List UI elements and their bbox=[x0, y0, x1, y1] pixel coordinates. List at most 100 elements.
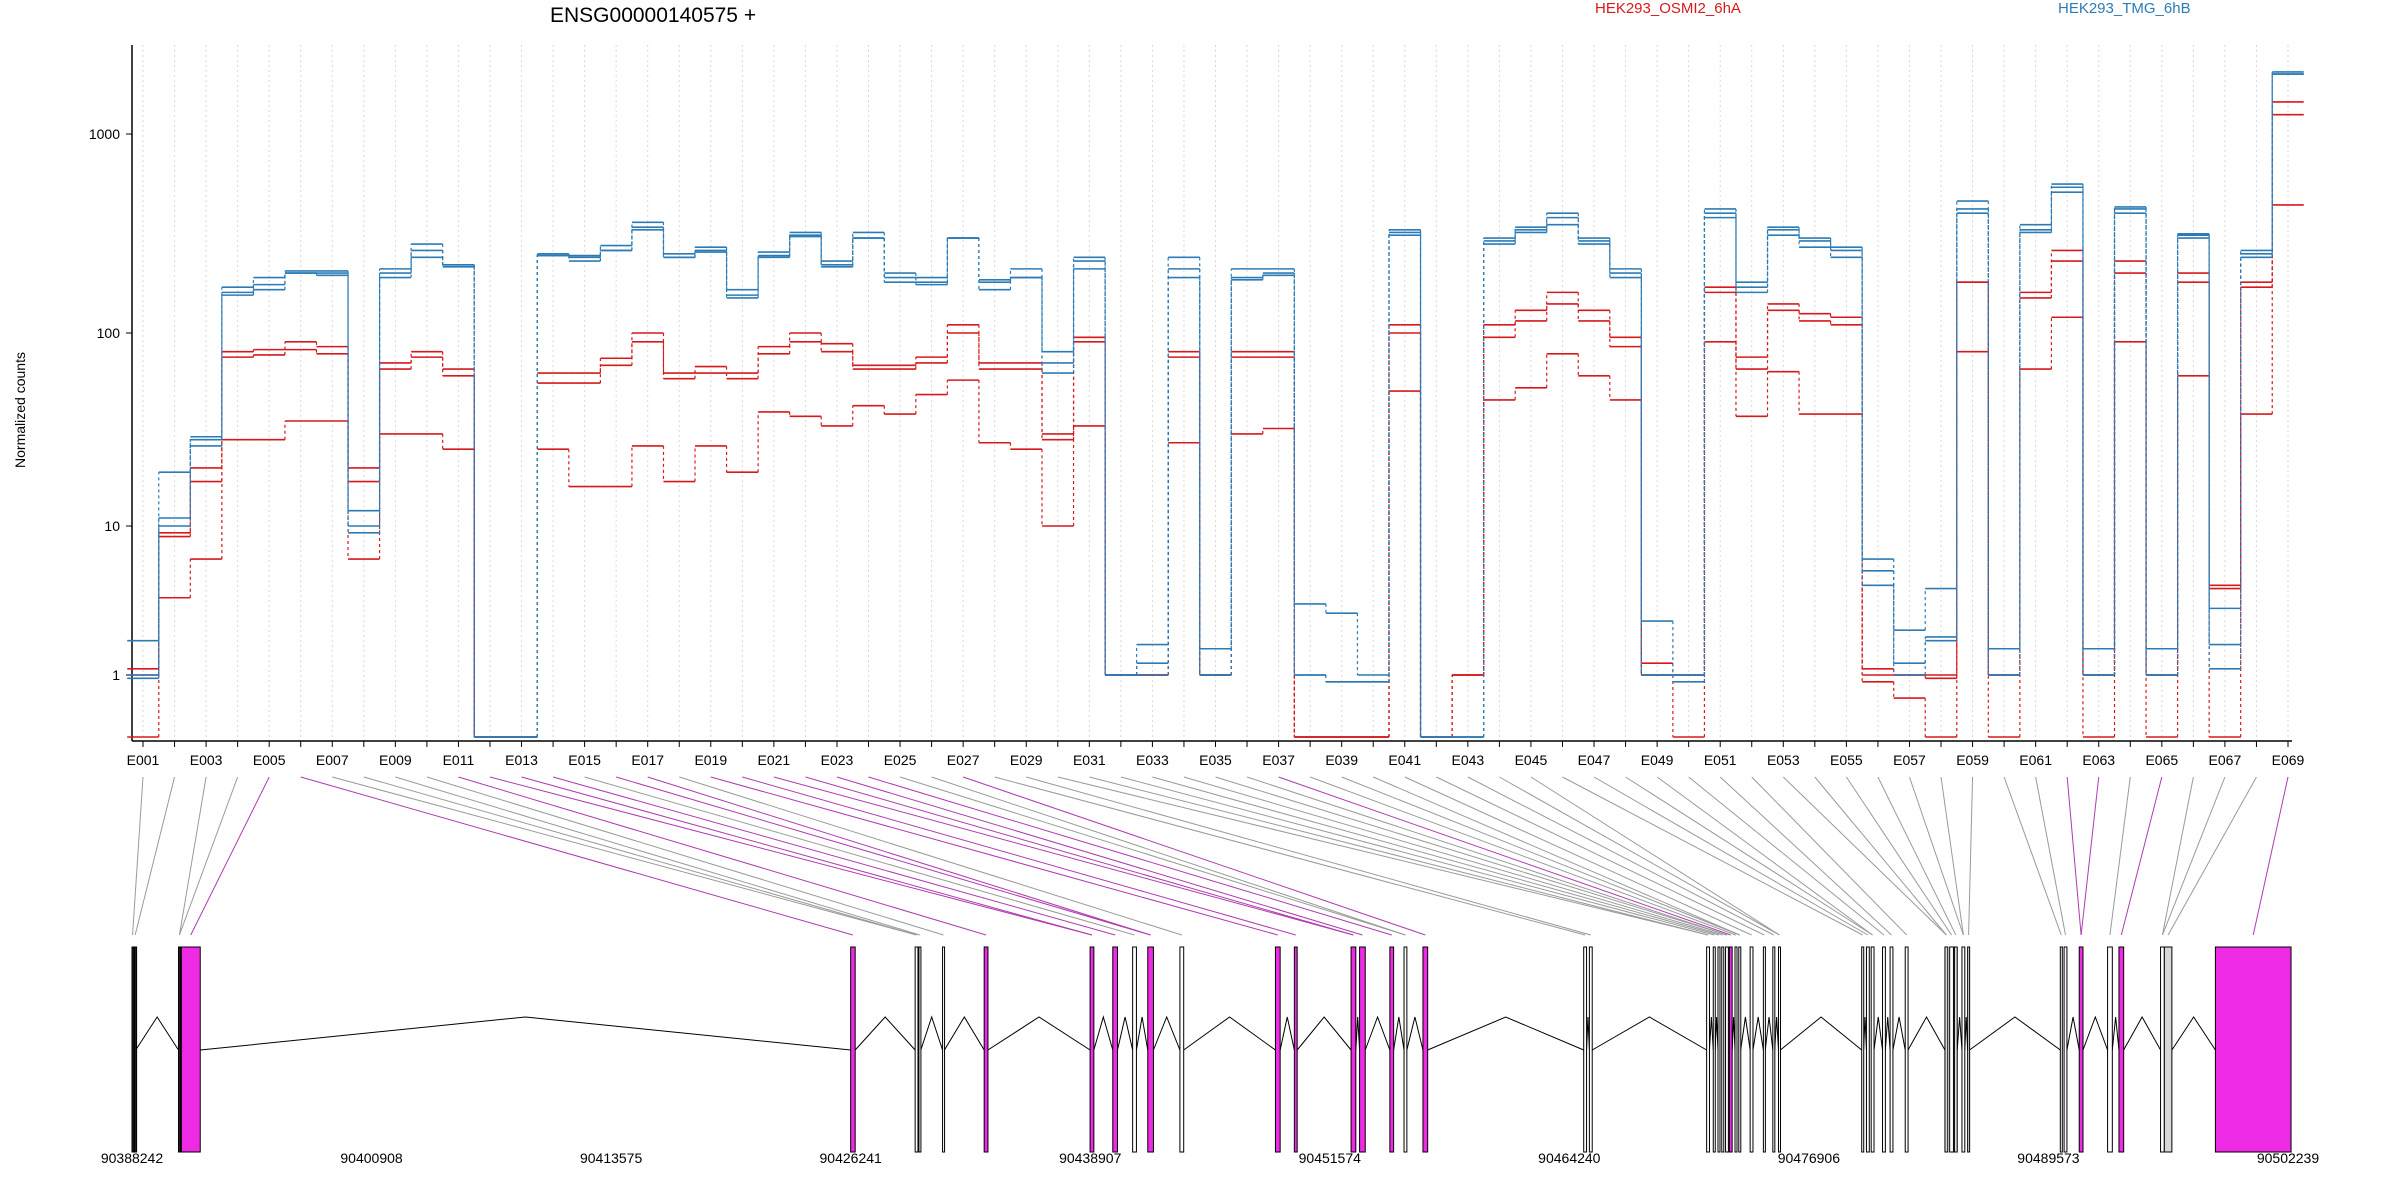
axes: 1 10 100 1000 E001 E003 E005 E007 E009 E011 E013 E0… bbox=[89, 45, 2305, 768]
x-tick-label: E027 bbox=[947, 752, 980, 768]
x-tick-label: E019 bbox=[694, 752, 727, 768]
exon-connector bbox=[868, 776, 1392, 936]
exon-connector bbox=[1656, 776, 1873, 936]
exon-connector bbox=[178, 776, 207, 936]
genomic-tick-label: 90438907 bbox=[1059, 1150, 1122, 1166]
exon-connector bbox=[1940, 776, 1964, 936]
intron-line bbox=[1780, 1016, 1863, 1051]
exon-box bbox=[1762, 946, 1766, 1153]
exon-connector bbox=[931, 776, 1406, 936]
intron-line bbox=[1406, 1016, 1424, 1051]
exon-box bbox=[2163, 946, 2173, 1153]
intron-line bbox=[1183, 1016, 1276, 1051]
intron-line bbox=[1427, 1016, 1584, 1051]
exon-connector bbox=[1467, 776, 1775, 936]
x-tick-label: E033 bbox=[1136, 752, 1169, 768]
exon-box bbox=[1749, 946, 1754, 1153]
genomic-tick-label: 90451574 bbox=[1299, 1150, 1362, 1166]
intron-line bbox=[2111, 1016, 2120, 1051]
series-lines bbox=[127, 71, 2304, 738]
exon-box bbox=[1717, 946, 1721, 1153]
genomic-tick-label: 90489573 bbox=[2017, 1150, 2080, 1166]
exon-connector bbox=[710, 776, 1278, 936]
exon-connector bbox=[1719, 776, 1892, 936]
exon-connector bbox=[2035, 776, 2067, 936]
exon-connector bbox=[1057, 776, 1709, 936]
exon-box bbox=[1721, 946, 1725, 1153]
x-tick-label: E069 bbox=[2272, 752, 2305, 768]
exon-box bbox=[2214, 946, 2292, 1153]
intron-line bbox=[2171, 1016, 2216, 1051]
exon-box bbox=[1422, 946, 1429, 1153]
x-tick-label: E041 bbox=[1388, 752, 1421, 768]
genomic-tick-label: 90476906 bbox=[1778, 1150, 1841, 1166]
intron-line bbox=[1892, 1016, 1906, 1051]
exon-connector bbox=[1562, 776, 1863, 936]
intron-line bbox=[1591, 1016, 1707, 1051]
intron-line bbox=[854, 1016, 916, 1051]
x-tick-label: E065 bbox=[2145, 752, 2178, 768]
x-tick-label: E011 bbox=[443, 752, 475, 768]
genomic-tick-label: 90388242 bbox=[101, 1150, 164, 1166]
x-tick-label: E021 bbox=[758, 752, 791, 768]
genomic-tick-label: 90426241 bbox=[820, 1150, 883, 1166]
exon-connector bbox=[647, 776, 1151, 936]
exon-connector bbox=[1499, 776, 1780, 936]
intron-line bbox=[1740, 1016, 1751, 1051]
exon-connector bbox=[1782, 776, 1947, 936]
exon-box bbox=[1147, 946, 1154, 1153]
y-tick-label: 100 bbox=[97, 325, 121, 341]
exon-connector bbox=[836, 776, 1363, 936]
exon-connector-lines bbox=[132, 776, 2289, 936]
exon-box bbox=[1889, 946, 1894, 1153]
y-axis-label: Normalized counts bbox=[12, 352, 28, 468]
exon-box bbox=[1772, 946, 1776, 1153]
exon-connector bbox=[1968, 776, 1974, 936]
exon-box bbox=[2160, 946, 2165, 1153]
intron-line bbox=[1907, 1015, 1946, 1051]
exon-gridlines bbox=[142, 45, 2289, 737]
x-tick-label: E053 bbox=[1767, 752, 1800, 768]
x-tick-label: E009 bbox=[379, 752, 412, 768]
exon-connector bbox=[134, 776, 176, 936]
exon-connector bbox=[521, 776, 1093, 936]
exon-box bbox=[1706, 946, 1710, 1153]
exon-connector bbox=[363, 776, 917, 936]
x-tick-label: E039 bbox=[1325, 752, 1358, 768]
exon-box bbox=[1734, 946, 1738, 1153]
exon-box bbox=[1132, 946, 1137, 1153]
exon-box bbox=[983, 946, 989, 1153]
exon-connector bbox=[132, 776, 144, 936]
genomic-tick-label: 90464240 bbox=[1538, 1150, 1601, 1166]
intron-line bbox=[1296, 1016, 1352, 1051]
exon-connector bbox=[458, 776, 987, 936]
legend-osmi2: HEK293_OSMI2_6hA bbox=[1595, 0, 1741, 17]
exon-connector bbox=[2066, 776, 2082, 936]
intron-line bbox=[920, 1015, 944, 1051]
exon-connector bbox=[994, 776, 1586, 936]
exon-box bbox=[1725, 946, 1729, 1153]
intron-line bbox=[1873, 1016, 1884, 1051]
series-blue bbox=[127, 73, 2304, 738]
exon-connector bbox=[1026, 776, 1591, 936]
x-tick-label: E013 bbox=[505, 752, 538, 768]
genomic-tick-label: 90502239 bbox=[2257, 1150, 2320, 1166]
exon-connector bbox=[1751, 776, 1907, 936]
intron-line bbox=[1152, 1015, 1181, 1051]
x-tick-label: E015 bbox=[568, 752, 601, 768]
exon-connector bbox=[1593, 776, 1869, 936]
intron-line bbox=[1708, 1016, 1714, 1051]
exon-connector bbox=[1877, 776, 1957, 936]
x-tick-label: E037 bbox=[1262, 752, 1295, 768]
exon-box bbox=[1967, 946, 1971, 1153]
intron-line bbox=[1135, 1016, 1149, 1051]
intron-line bbox=[944, 1016, 985, 1051]
exon-box bbox=[1389, 946, 1395, 1153]
exon-box bbox=[1179, 946, 1185, 1153]
exon-box bbox=[1953, 946, 1958, 1153]
x-tick-label: E007 bbox=[316, 752, 349, 768]
x-tick-label: E005 bbox=[253, 752, 286, 768]
exon-connector bbox=[899, 776, 1406, 936]
intron-line bbox=[1774, 1016, 1780, 1051]
x-tick-label: E051 bbox=[1704, 752, 1737, 768]
